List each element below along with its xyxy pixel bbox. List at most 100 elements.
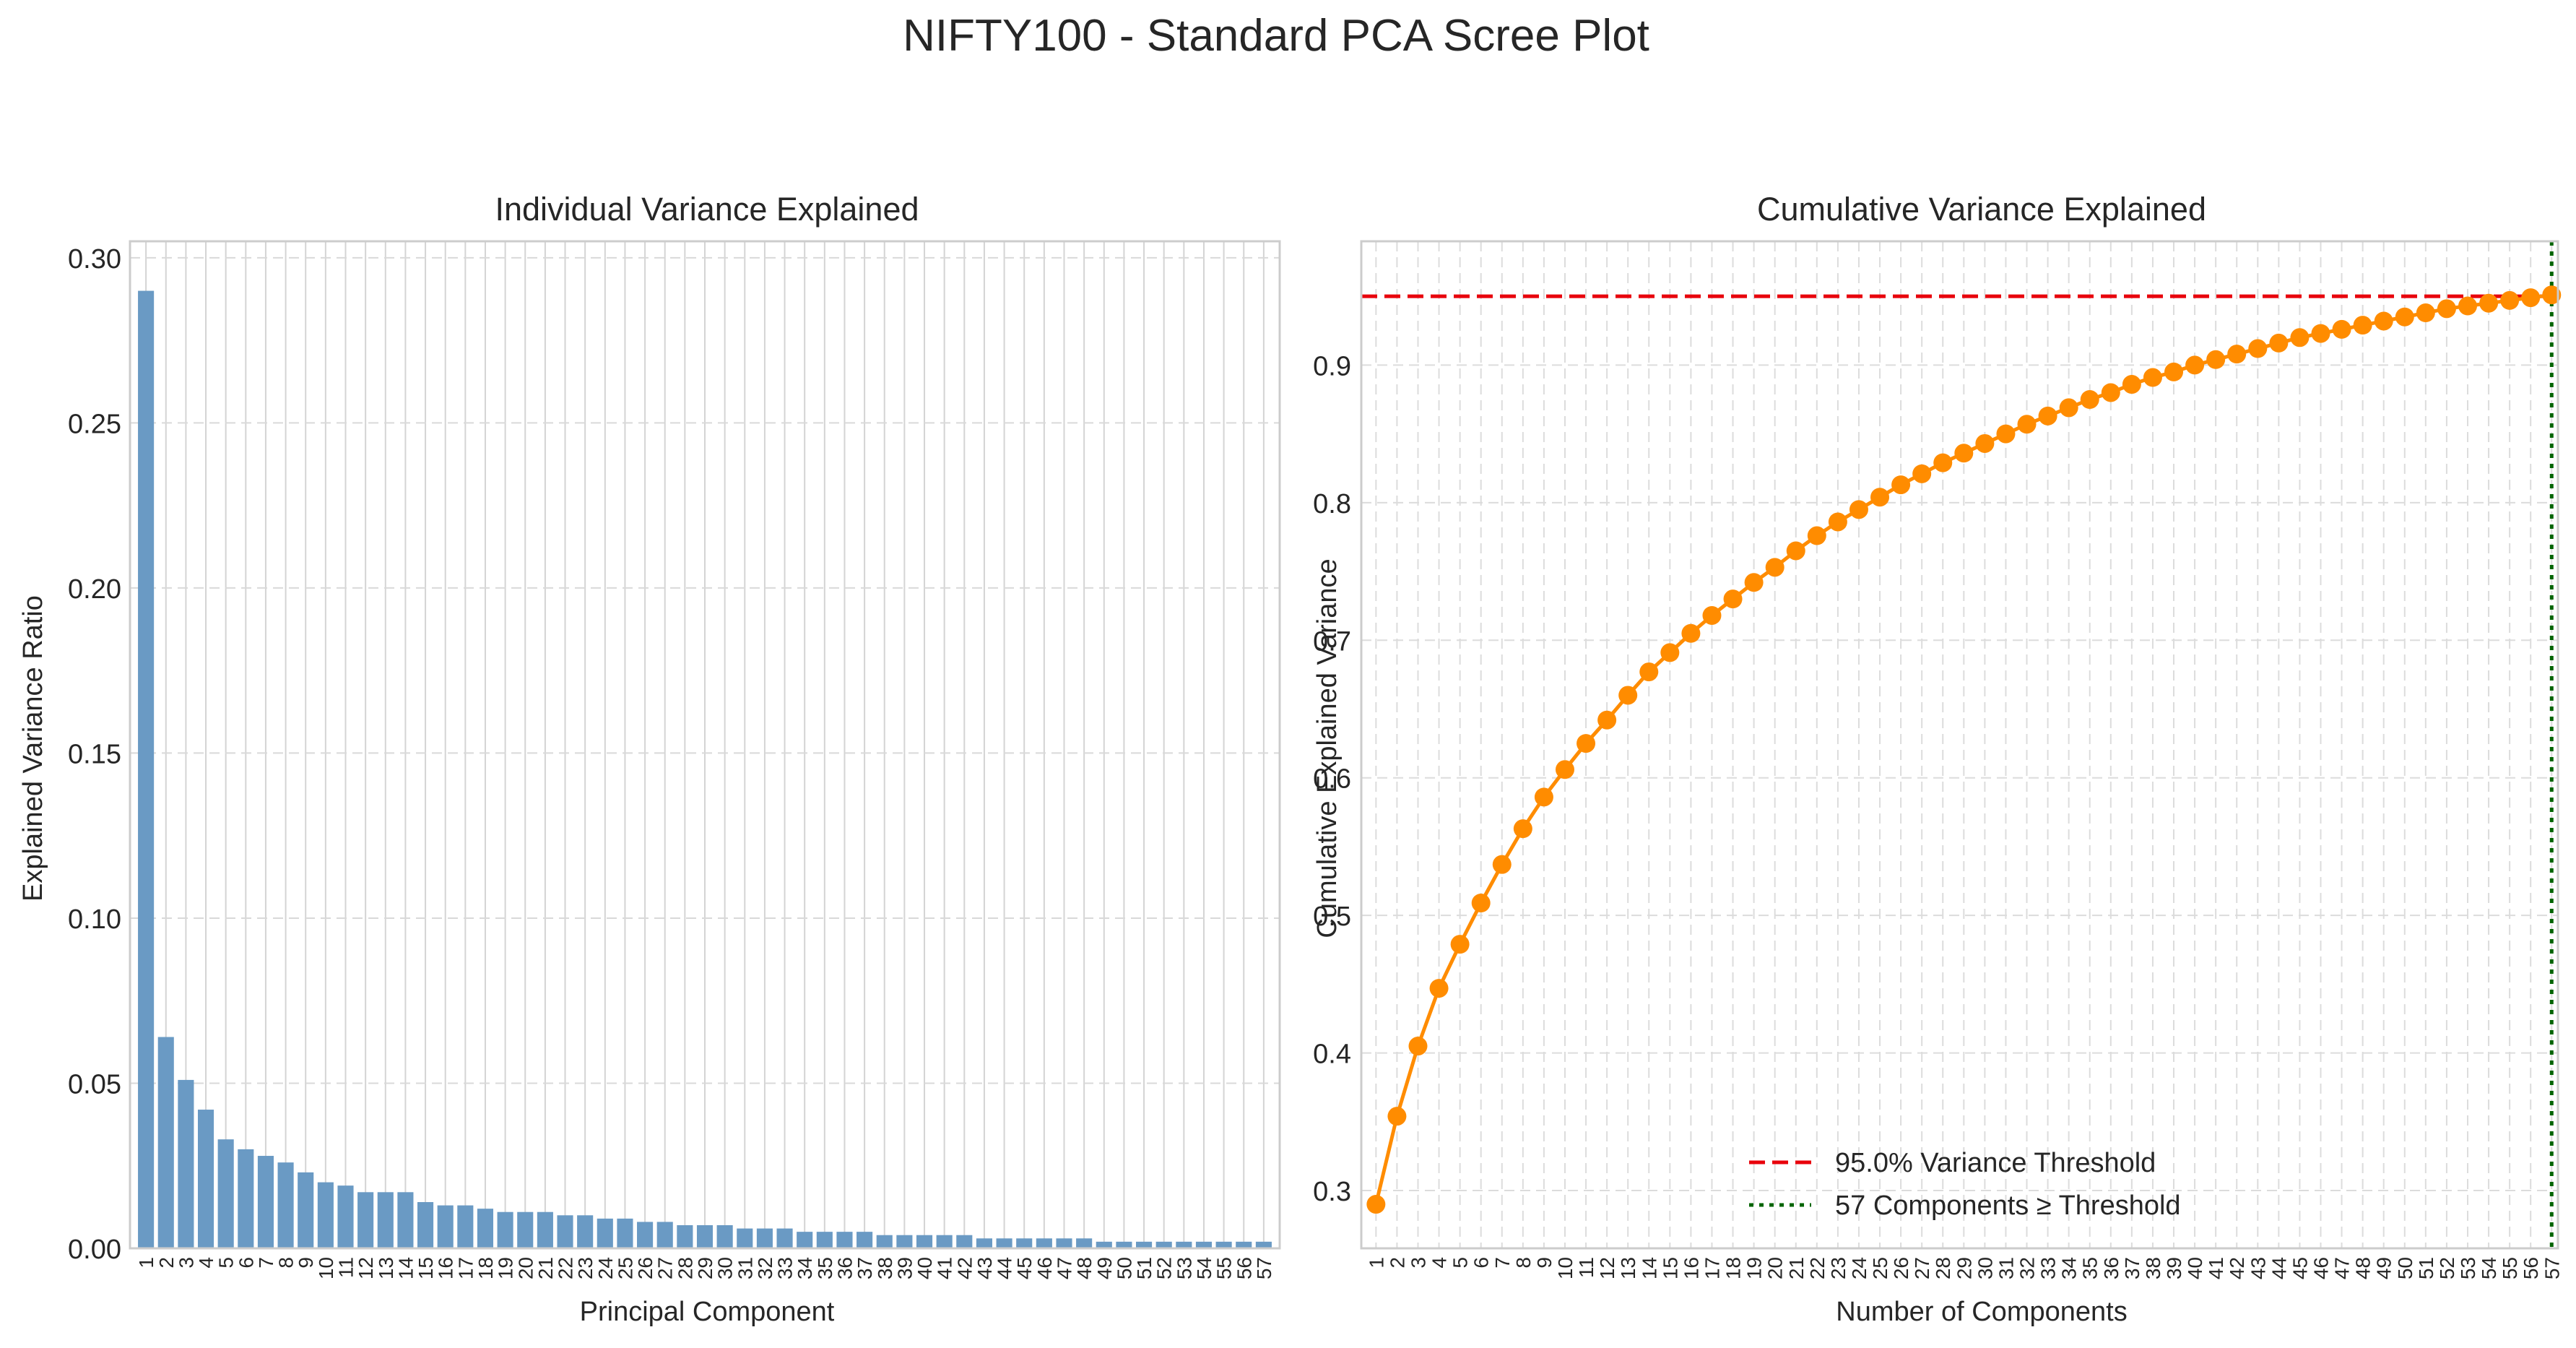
x-tick-label: 54 bbox=[1193, 1257, 1215, 1279]
x-tick-label: 53 bbox=[2457, 1257, 2479, 1279]
x-tick-label: 41 bbox=[2205, 1257, 2227, 1279]
bar-pc-41 bbox=[936, 1235, 953, 1248]
bar-pc-45 bbox=[1016, 1238, 1033, 1248]
x-tick-label: 57 bbox=[1253, 1257, 1275, 1279]
x-tick-label: 5 bbox=[1449, 1257, 1472, 1269]
data-point-23 bbox=[1828, 512, 1847, 532]
x-tick-label: 4 bbox=[1428, 1257, 1451, 1269]
data-point-17 bbox=[1702, 605, 1722, 625]
data-point-16 bbox=[1681, 623, 1701, 643]
y-tick-label: 0.25 bbox=[68, 409, 121, 439]
x-tick-label: 36 bbox=[2100, 1257, 2122, 1279]
x-tick-label: 14 bbox=[394, 1257, 417, 1279]
x-tick-label: 12 bbox=[355, 1257, 377, 1279]
y-tick-label: 0.20 bbox=[68, 574, 121, 605]
x-tick-label: 52 bbox=[1153, 1257, 1176, 1279]
x-tick-label: 27 bbox=[654, 1257, 677, 1279]
x-tick-label: 30 bbox=[1974, 1257, 1996, 1279]
x-tick-label: 54 bbox=[2478, 1257, 2500, 1279]
bar-pc-33 bbox=[776, 1228, 793, 1248]
bar-pc-12 bbox=[357, 1192, 374, 1248]
x-tick-label: 49 bbox=[1093, 1257, 1116, 1279]
data-point-21 bbox=[1786, 541, 1805, 561]
bar-pc-6 bbox=[238, 1149, 254, 1248]
x-tick-label: 50 bbox=[2394, 1257, 2416, 1279]
x-tick-label: 35 bbox=[2079, 1257, 2102, 1279]
y-tick-label: 0.15 bbox=[68, 739, 121, 769]
data-point-12 bbox=[1597, 710, 1617, 730]
x-tick-label: 2 bbox=[1386, 1257, 1408, 1269]
x-tick-label: 3 bbox=[175, 1257, 197, 1269]
bar-pc-23 bbox=[577, 1215, 594, 1248]
data-point-56 bbox=[2521, 288, 2541, 308]
data-point-29 bbox=[1954, 444, 1974, 463]
individual-variance-chart: Individual Variance Explained Principal … bbox=[18, 191, 1281, 1327]
data-point-8 bbox=[1513, 819, 1532, 839]
bar-pc-47 bbox=[1056, 1238, 1072, 1248]
x-tick-label: 9 bbox=[295, 1257, 317, 1269]
x-tick-label: 40 bbox=[2184, 1257, 2206, 1279]
x-tick-label: 10 bbox=[315, 1257, 337, 1279]
legend-threshold-label: 95.0% Variance Threshold bbox=[1835, 1148, 2156, 1178]
x-tick-label: 48 bbox=[1073, 1257, 1096, 1279]
x-tick-label: 30 bbox=[714, 1257, 737, 1279]
x-tick-label: 11 bbox=[335, 1257, 357, 1278]
x-tick-label: 33 bbox=[774, 1257, 797, 1279]
data-point-40 bbox=[2185, 355, 2205, 375]
bar-pc-48 bbox=[1076, 1238, 1093, 1248]
x-tick-label: 56 bbox=[1233, 1257, 1255, 1279]
x-tick-label: 51 bbox=[2415, 1257, 2437, 1279]
x-tick-label: 55 bbox=[1213, 1257, 1236, 1279]
bar-pc-20 bbox=[517, 1211, 534, 1248]
data-point-5 bbox=[1450, 935, 1470, 954]
data-point-41 bbox=[2206, 350, 2226, 369]
bar-pc-3 bbox=[178, 1079, 194, 1248]
data-point-6 bbox=[1471, 894, 1491, 913]
bar-pc-50 bbox=[1116, 1241, 1132, 1248]
x-tick-label: 31 bbox=[734, 1257, 756, 1279]
data-point-9 bbox=[1534, 787, 1553, 807]
bar-pc-40 bbox=[916, 1235, 933, 1248]
data-point-4 bbox=[1429, 979, 1449, 998]
data-point-37 bbox=[2122, 375, 2141, 394]
bar-pc-25 bbox=[617, 1218, 633, 1248]
x-tick-label: 7 bbox=[1491, 1257, 1514, 1269]
x-tick-label: 34 bbox=[794, 1257, 816, 1279]
y-tick-label: 0.6 bbox=[1313, 764, 1351, 795]
x-tick-label: 7 bbox=[255, 1257, 277, 1269]
x-tick-label: 49 bbox=[2373, 1257, 2395, 1279]
data-point-20 bbox=[1765, 558, 1784, 577]
bar-pc-35 bbox=[816, 1232, 833, 1248]
data-point-57 bbox=[2542, 285, 2562, 305]
bar-pc-31 bbox=[737, 1228, 753, 1248]
data-point-24 bbox=[1849, 500, 1868, 519]
x-tick-label: 20 bbox=[514, 1257, 537, 1279]
data-point-55 bbox=[2500, 290, 2520, 310]
data-point-42 bbox=[2227, 345, 2247, 364]
bar-pc-29 bbox=[696, 1225, 714, 1248]
cumulative-variance-x-axis-label: Number of Components bbox=[1836, 1297, 2127, 1327]
x-tick-label: 22 bbox=[1806, 1257, 1829, 1279]
x-tick-label: 39 bbox=[2163, 1257, 2185, 1279]
x-tick-label: 36 bbox=[833, 1257, 856, 1279]
data-point-1 bbox=[1366, 1195, 1386, 1214]
x-tick-label: 51 bbox=[1133, 1257, 1155, 1279]
bar-pc-16 bbox=[437, 1205, 454, 1248]
x-tick-label: 16 bbox=[1680, 1257, 1702, 1279]
x-tick-label: 17 bbox=[1701, 1257, 1723, 1279]
x-tick-label: 42 bbox=[2226, 1257, 2248, 1279]
data-point-13 bbox=[1618, 686, 1638, 705]
x-tick-label: 1 bbox=[135, 1257, 157, 1269]
x-tick-label: 56 bbox=[2520, 1257, 2542, 1279]
x-tick-label: 16 bbox=[435, 1257, 457, 1279]
x-tick-label: 17 bbox=[454, 1257, 477, 1279]
x-tick-label: 55 bbox=[2499, 1257, 2521, 1279]
x-tick-label: 39 bbox=[893, 1257, 916, 1279]
data-point-52 bbox=[2437, 299, 2456, 319]
data-point-34 bbox=[2059, 398, 2078, 418]
x-tick-label: 8 bbox=[275, 1257, 298, 1269]
x-tick-label: 47 bbox=[2331, 1257, 2354, 1279]
bar-pc-42 bbox=[956, 1235, 973, 1248]
x-tick-label: 57 bbox=[2541, 1257, 2563, 1279]
